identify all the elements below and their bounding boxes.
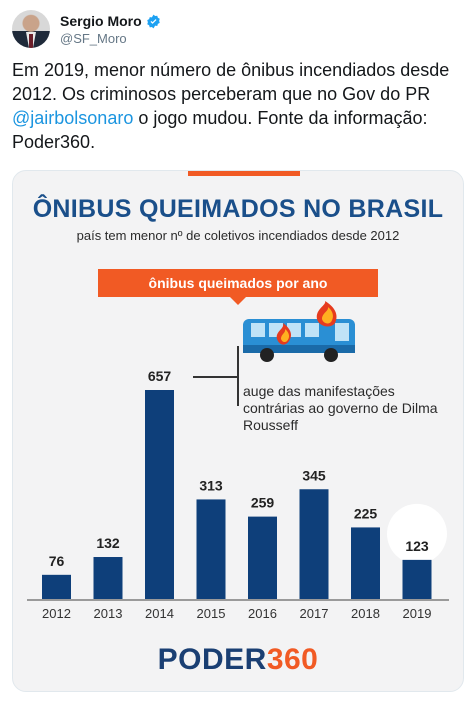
x-tick-label-2014: 2014: [145, 606, 174, 621]
accent-bar: [188, 171, 300, 176]
tweet-text-part2: o jogo mudou. Fonte da informação: Poder…: [12, 108, 428, 152]
bar-value-label-2013: 132: [96, 535, 120, 551]
bar-2019: [402, 559, 432, 599]
bar-value-label-2016: 259: [251, 495, 275, 511]
x-tick-label-2015: 2015: [197, 606, 226, 621]
bar-value-label-2018: 225: [354, 505, 378, 521]
band-label: ônibus queimados por ano: [98, 269, 378, 305]
logo-suffix: 360: [266, 643, 319, 676]
annotation-connector: [193, 376, 237, 378]
mention-link[interactable]: @jairbolsonaro: [12, 108, 134, 128]
x-tick-label-2012: 2012: [42, 606, 71, 621]
bar-value-label-2019: 123: [405, 538, 429, 554]
bar-2016: [248, 516, 277, 599]
x-tick-label-2019: 2019: [403, 606, 432, 621]
author-name[interactable]: Sergio Moro: [60, 13, 142, 29]
x-tick-label-2018: 2018: [351, 606, 380, 621]
infographic-subtitle: país tem menor nº de coletivos incendiad…: [76, 228, 400, 243]
bar-value-label-2012: 76: [49, 553, 65, 569]
bar-value-label-2017: 345: [302, 467, 326, 483]
bar-2014: [145, 390, 174, 599]
x-axis-line: [27, 599, 449, 601]
infographic-card[interactable]: ÔNIBUS QUEIMADOS NO BRASIL país tem meno…: [12, 170, 464, 692]
logo-main: PODER: [157, 643, 267, 676]
x-tick-label-2016: 2016: [248, 606, 277, 621]
poder360-logo: PODER360: [13, 643, 463, 677]
annotation-text: auge das manifestações contrárias ao gov…: [243, 383, 438, 433]
bar-chart: 76 2012 132 2013 657 2014 313 2015 259 2016 345 201…: [27, 368, 449, 621]
author-handle[interactable]: @SF_Moro: [60, 31, 127, 46]
verified-badge-icon: [146, 14, 160, 28]
tweet-text-part1: Em 2019, menor número de ônibus incendia…: [12, 60, 450, 104]
annotation-line: [237, 346, 239, 406]
tweet-header: Sergio Moro @SF_Moro: [12, 10, 462, 50]
bar-2015: [196, 499, 226, 599]
infographic-title: ÔNIBUS QUEIMADOS NO BRASIL: [32, 195, 444, 223]
bar-2013: [93, 557, 123, 599]
bar-2018: [351, 527, 380, 599]
bar-value-label-2015: 313: [199, 477, 223, 493]
bar-2017: [299, 489, 329, 599]
avatar[interactable]: [12, 10, 50, 48]
bar-value-label-2014: 657: [148, 368, 172, 384]
tweet-text: Em 2019, menor número de ônibus incendia…: [12, 58, 462, 154]
bar-2012: [42, 574, 71, 599]
x-tick-label-2017: 2017: [300, 606, 329, 621]
burning-bus-icon: [243, 301, 355, 362]
x-tick-label-2013: 2013: [94, 606, 123, 621]
highlight-circle: [387, 503, 447, 564]
